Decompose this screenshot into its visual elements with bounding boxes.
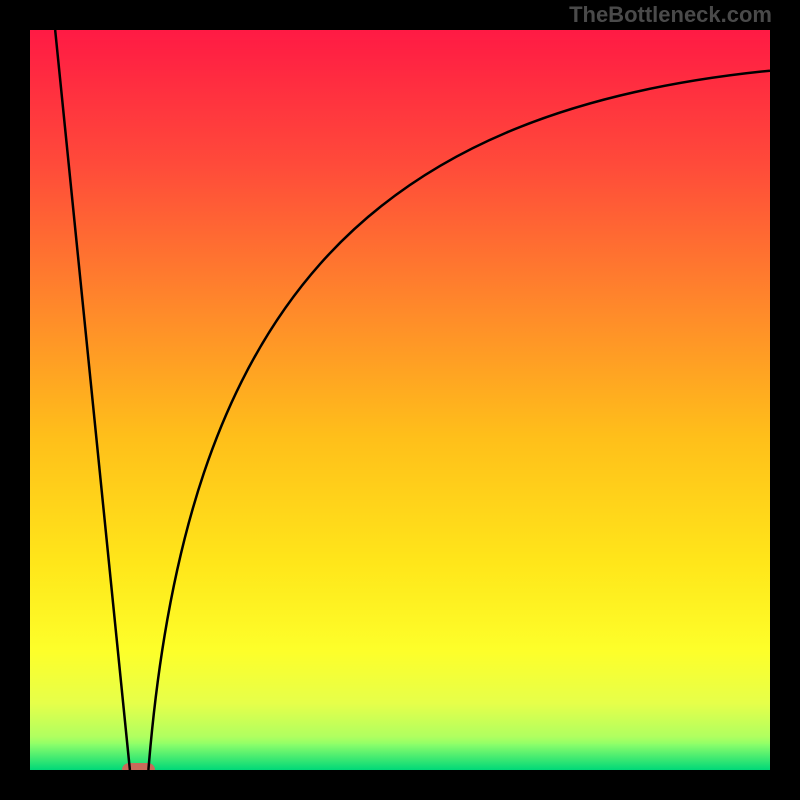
- border-left: [0, 0, 30, 800]
- plot-area: [30, 30, 770, 770]
- curve-left: [55, 30, 130, 770]
- curve-layer: [30, 30, 770, 770]
- chart-frame: TheBottleneck.com: [0, 0, 800, 800]
- border-bottom: [0, 770, 800, 800]
- curve-right: [148, 71, 770, 770]
- watermark-text: TheBottleneck.com: [569, 2, 772, 28]
- border-right: [770, 0, 800, 800]
